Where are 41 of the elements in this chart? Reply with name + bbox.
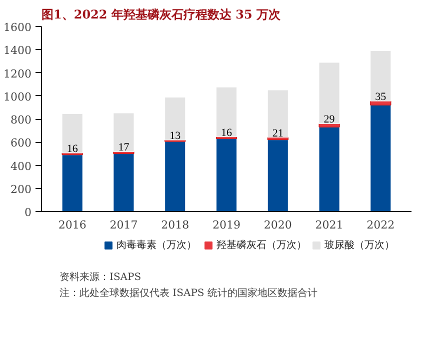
- bar: [318, 126, 340, 212]
- y-tick-label: 1400: [4, 44, 32, 58]
- chart-title: 图1、2022 年羟基磷灰石疗程数达 35 万次: [42, 8, 282, 22]
- bar: [370, 104, 392, 212]
- y-tick-label: 800: [10, 114, 32, 126]
- bar: [216, 138, 238, 212]
- x-tick-label: 2019: [212, 218, 241, 232]
- y-tick-label: 1200: [4, 67, 32, 80]
- data-label: 29: [324, 114, 336, 126]
- text: 资料来源：ISAPS: [60, 271, 142, 283]
- data-label: 35: [375, 91, 387, 104]
- data-label: 16: [221, 126, 232, 139]
- bar: [370, 50, 392, 102]
- data-label: 16: [66, 142, 78, 155]
- y-tick-label: 600: [10, 136, 32, 150]
- x-tick-label: 2018: [161, 218, 190, 232]
- y-tick-label: 200: [10, 182, 32, 196]
- legend-label: 羟基磷灰石（万次）: [216, 239, 306, 251]
- x-tick-label: 2020: [264, 218, 292, 232]
- bar: [318, 123, 340, 128]
- bar: [113, 153, 134, 212]
- bar: [113, 112, 134, 152]
- bar: [216, 86, 238, 138]
- data-label: 13: [170, 130, 182, 142]
- bar: [370, 100, 392, 106]
- x-tick-label: 2016: [58, 218, 86, 232]
- bar: [267, 90, 288, 138]
- data-label: 21: [272, 127, 284, 140]
- x-tick-label: 2021: [315, 218, 344, 232]
- x-tick-label: 2022: [366, 218, 395, 232]
- bar: [318, 62, 340, 124]
- y-tick-label: 1600: [4, 21, 32, 34]
- text: 注：此处全球数据仅代表 ISAPS 统计的国家地区数据合计: [60, 287, 318, 299]
- y-tick-label: 400: [10, 160, 32, 173]
- data-label: 17: [118, 142, 130, 154]
- legend-label: 肉毒毒素（万次）: [116, 239, 196, 251]
- y-tick-label: 0: [24, 206, 32, 219]
- bar: [267, 140, 288, 212]
- y-tick-label: 1000: [4, 90, 32, 104]
- legend-label: 玻尿酸（万次）: [324, 239, 394, 251]
- x-tick-label: 2017: [110, 218, 138, 232]
